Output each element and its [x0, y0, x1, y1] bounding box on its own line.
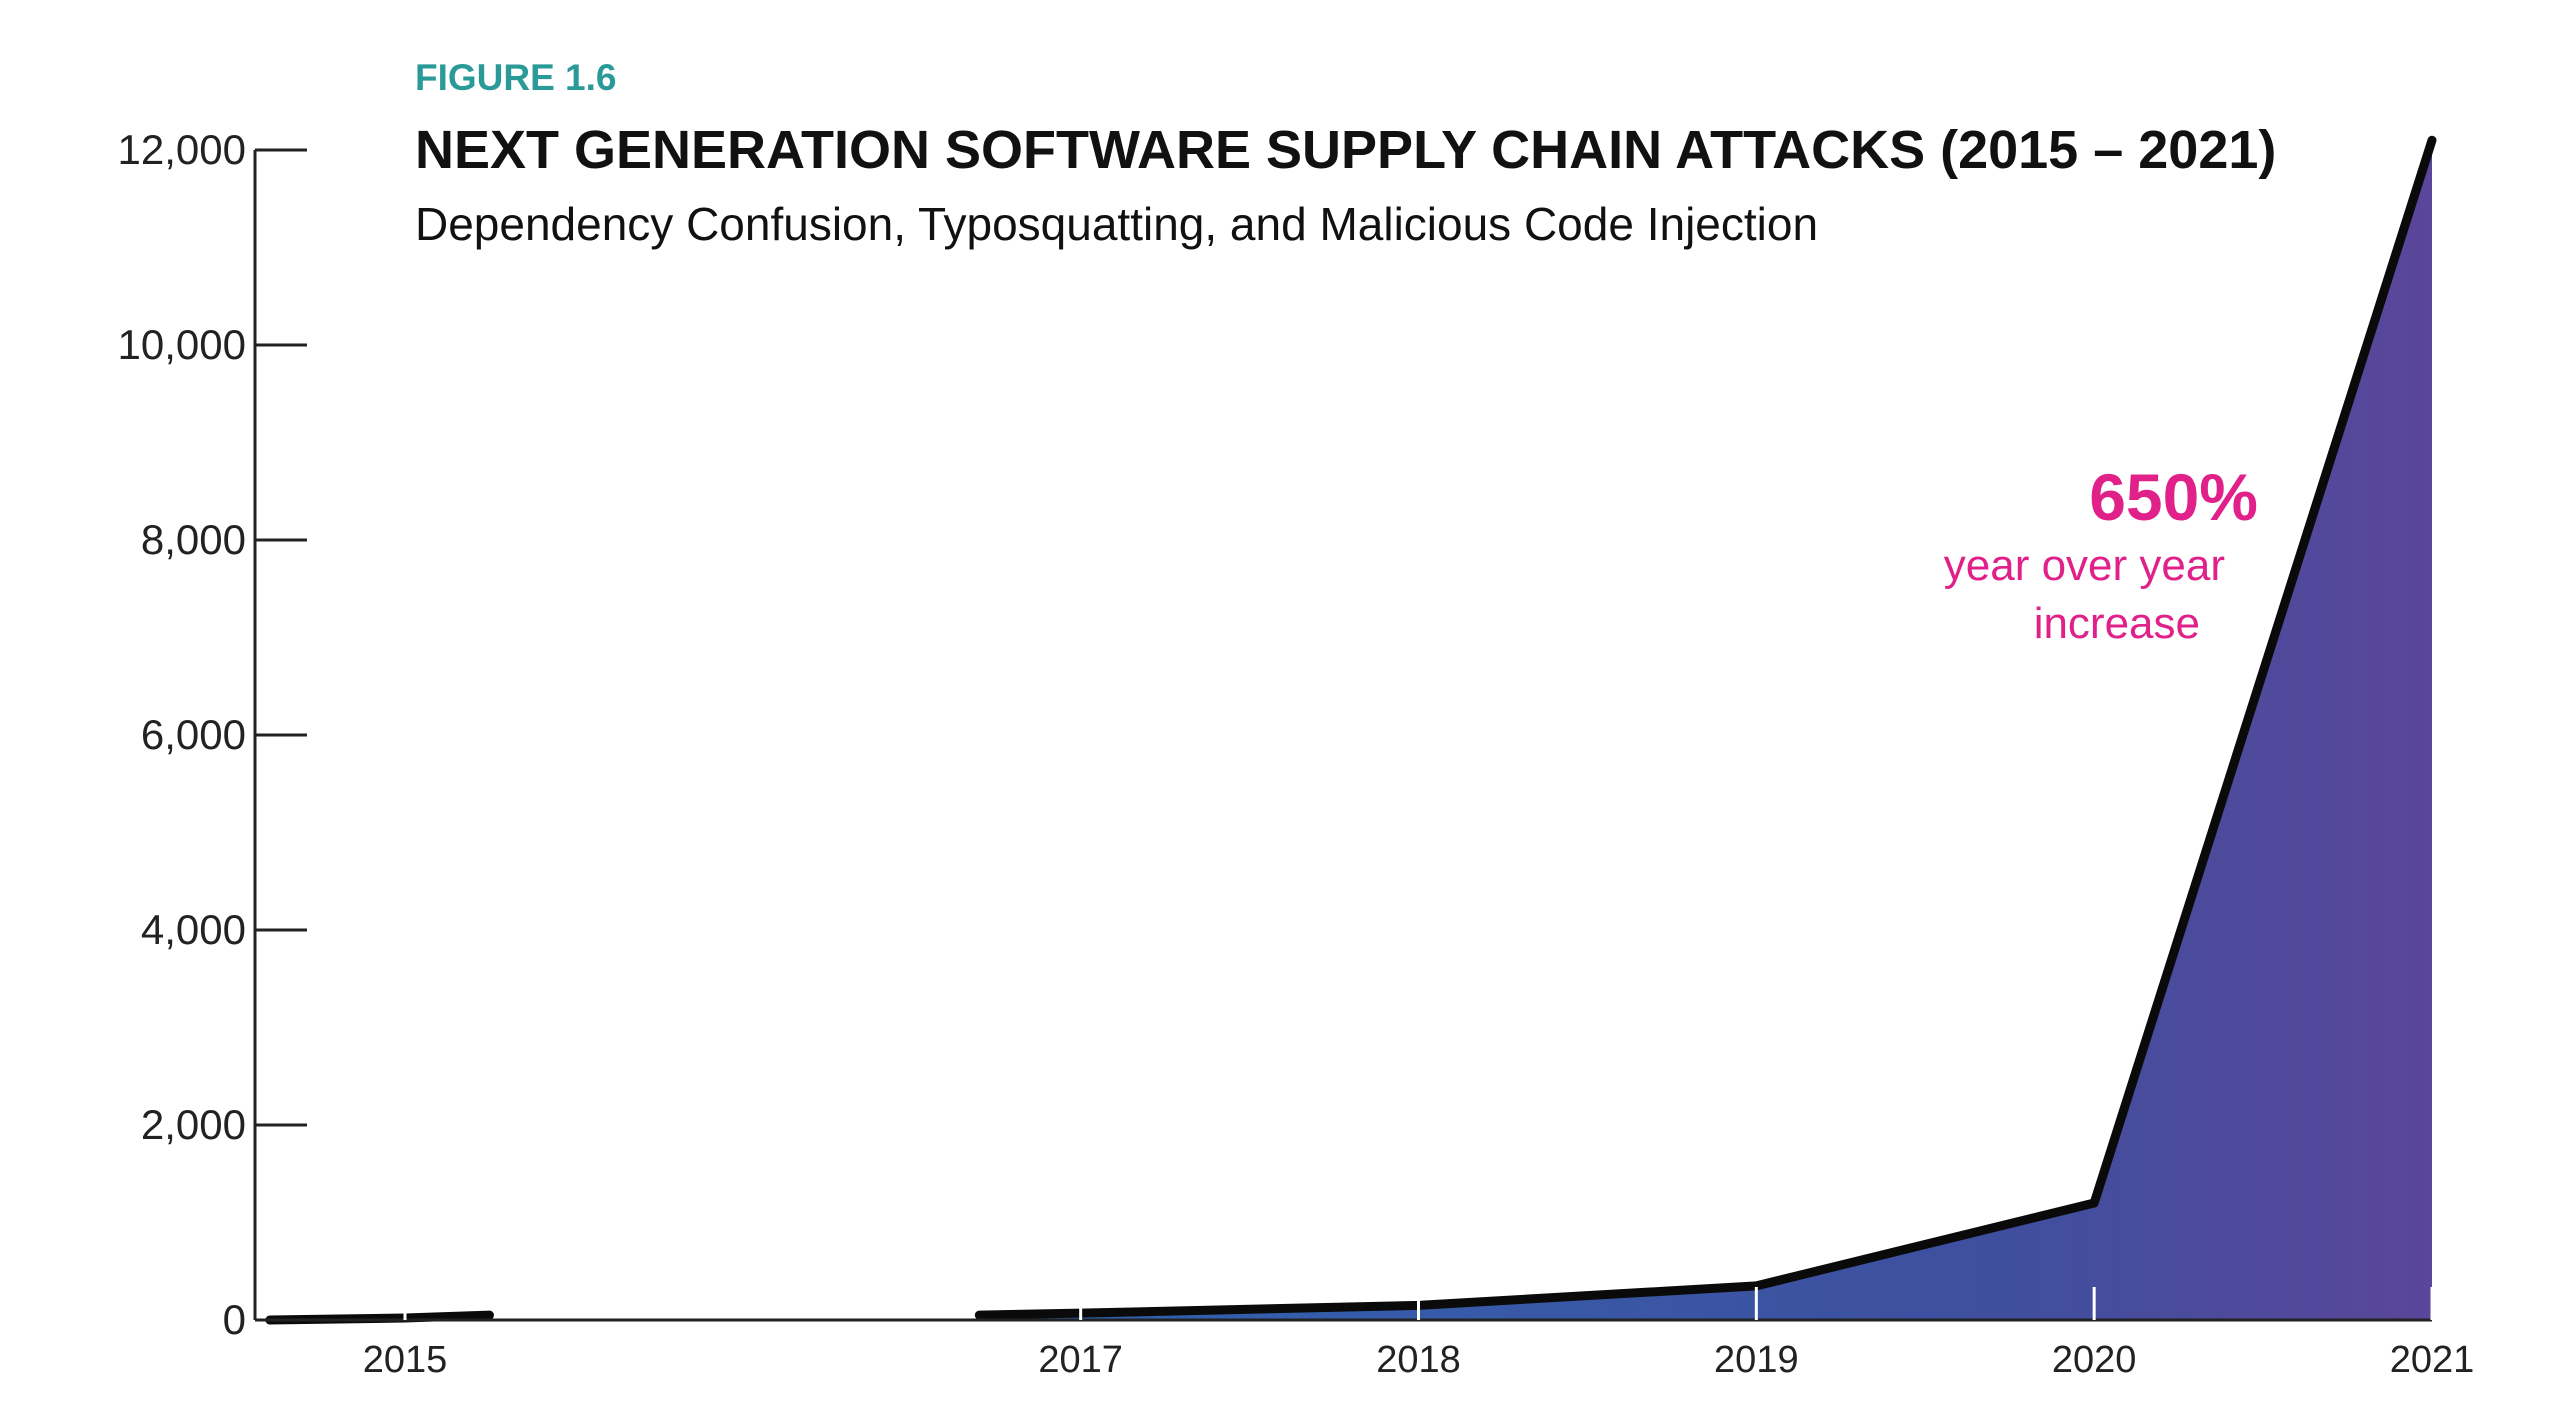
growth-annotation: 650% year over year increase: [1944, 460, 2258, 648]
area-series: [269, 140, 2432, 1320]
area-fill-segment-2: [979, 140, 2432, 1320]
y-tick-label-5: 10,000: [118, 321, 246, 368]
data-point-2-4: [1755, 1284, 1758, 1287]
x-axis-ticks: 2015 2017 2018 2019 2020 2021: [363, 1287, 2475, 1381]
annotation-value: 650%: [2089, 460, 2258, 534]
y-tick-label-2: 4,000: [141, 906, 246, 953]
x-tick-label-5: 2021: [2390, 1339, 2475, 1381]
line-segment-2: [974, 135, 2437, 1320]
x-tick-label-3: 2019: [1714, 1339, 1799, 1381]
figure-label: FIGURE 1.6: [415, 57, 617, 98]
chart-subtitle: Dependency Confusion, Typosquatting, and…: [415, 198, 1818, 250]
x-tick-label-1: 2017: [1038, 1339, 1123, 1381]
chart-header: FIGURE 1.6 NEXT GENERATION SOFTWARE SUPP…: [415, 57, 2276, 250]
data-point-1-3: [488, 1314, 491, 1317]
chart-axes: [253, 150, 2432, 1322]
y-tick-label-4: 8,000: [141, 516, 246, 563]
x-tick-label-4: 2020: [2052, 1339, 2137, 1381]
chart-title: NEXT GENERATION SOFTWARE SUPPLY CHAIN AT…: [415, 120, 2276, 180]
line-series: [265, 135, 2437, 1325]
data-point-2-6: [2431, 139, 2433, 142]
data-point-2-1: [978, 1314, 981, 1317]
annotation-line-1: year over year: [1944, 541, 2225, 590]
x-tick-label-0: 2015: [363, 1339, 448, 1381]
y-axis-ticks: 0 2,000 4,000 6,000 8,000 10,000 12,000: [118, 126, 307, 1343]
y-tick-label-3: 6,000: [141, 711, 246, 758]
x-tick-label-2: 2018: [1376, 1339, 1461, 1381]
y-tick-label-1: 2,000: [141, 1101, 246, 1148]
y-tick-label-6: 12,000: [118, 126, 246, 173]
y-tick-label-0: 0: [223, 1296, 246, 1343]
annotation-line-2: increase: [2034, 599, 2200, 648]
data-point-2-5: [2093, 1202, 2096, 1204]
